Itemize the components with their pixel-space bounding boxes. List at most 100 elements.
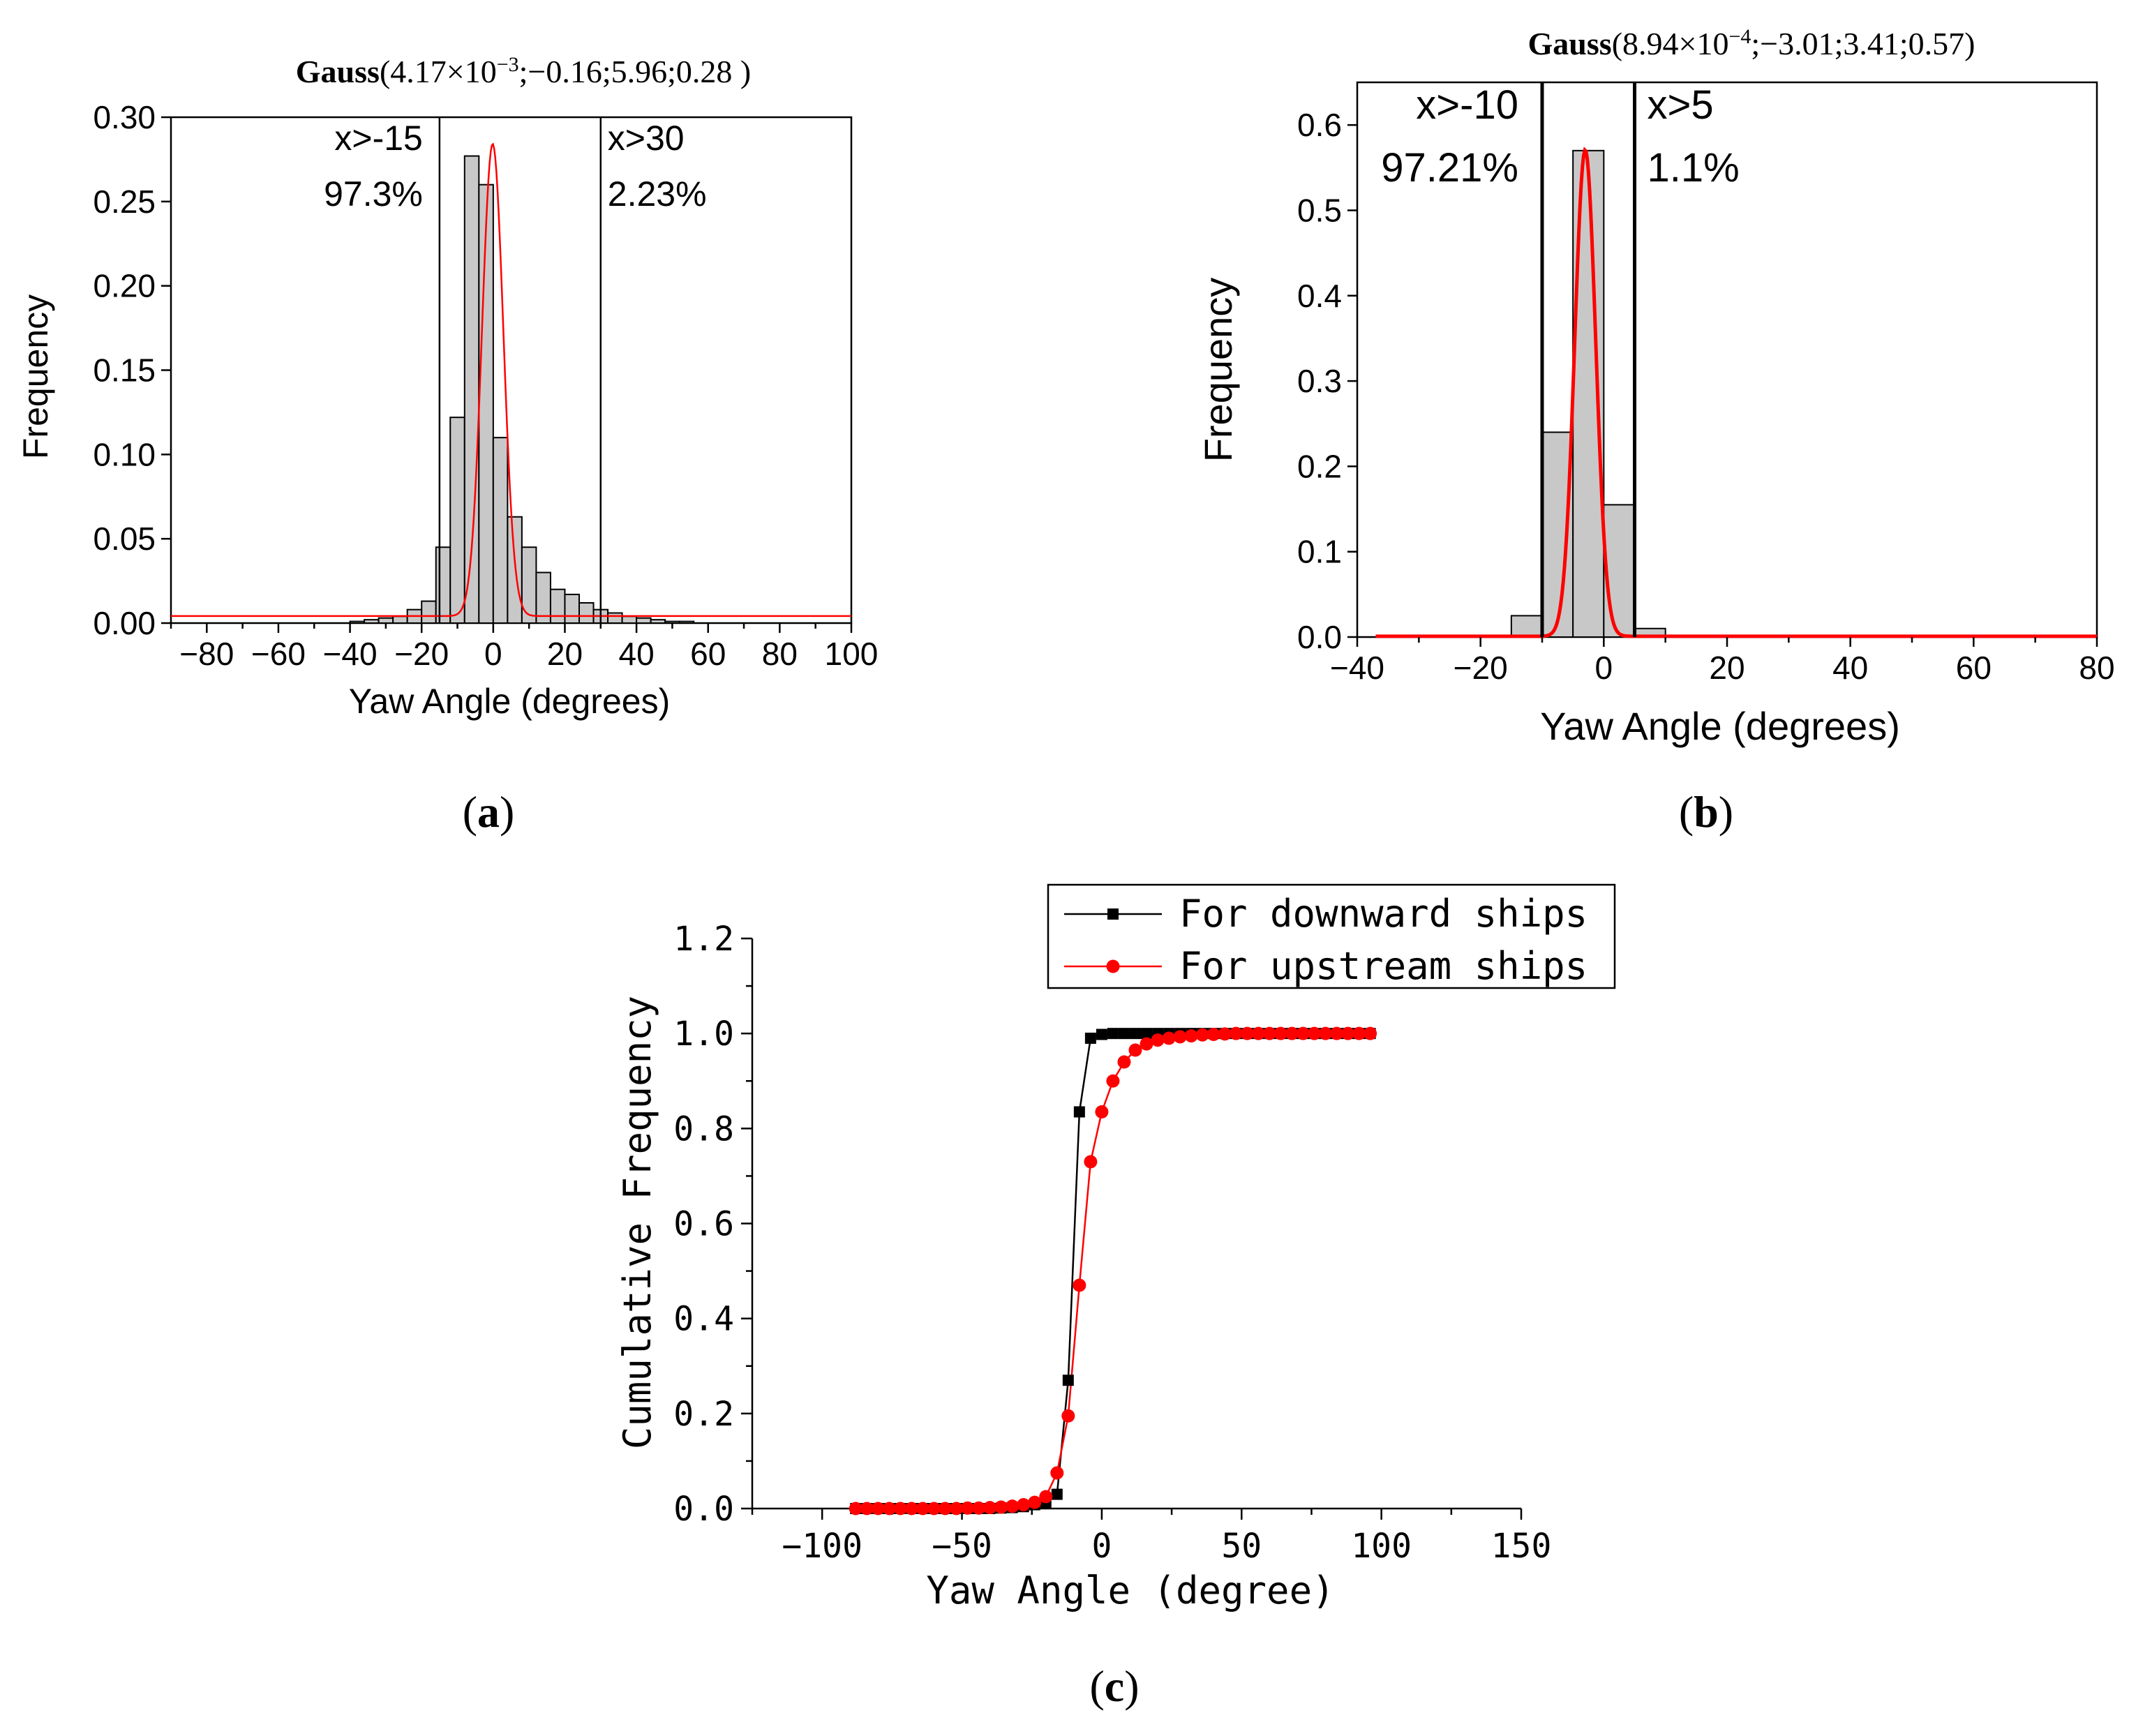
y-tick-label: 0.25 (93, 184, 156, 220)
panel-c: 0.0 0.2 0.4 0.6 0.8 1.0 1.2 −100 −50 0 50 100 150 For… (615, 883, 1616, 1711)
histogram-bar (492, 437, 509, 624)
title-function: Gauss (296, 54, 380, 89)
data-point-circle (1296, 1026, 1310, 1040)
data-point-circle (1006, 1499, 1019, 1513)
y-tick-label: 0.15 (93, 352, 156, 389)
data-point-square (1118, 1028, 1130, 1040)
chart-title: Gauss(4.17×10−3;−0.16;5.96;0.28 ) (296, 53, 751, 90)
data-point-circle (916, 1502, 929, 1516)
data-point-circle (983, 1501, 997, 1515)
gauss-fit-curve (1375, 147, 2097, 638)
data-point-circle (950, 1502, 964, 1516)
x-tick-label: 100 (1351, 1527, 1412, 1566)
panel-b: Gauss(8.94×10−4;−3.01;3.41;0.57) x>-10 97.… (1196, 25, 2115, 837)
panel-label-paren: ) (1124, 1661, 1139, 1711)
x-tick-label: 60 (1956, 650, 1992, 686)
x-tick-label: 0 (1091, 1527, 1112, 1566)
data-point-circle (1307, 1026, 1321, 1040)
histogram-bar (449, 417, 465, 624)
data-point-square (1073, 1106, 1085, 1118)
panel-label-letter: c (1105, 1661, 1124, 1711)
panel-label-paren: ( (1089, 1661, 1104, 1711)
panel-label: (b) (1679, 787, 1733, 837)
data-point-circle (1229, 1026, 1243, 1040)
y-tick-label: 0.6 (673, 1205, 734, 1244)
data-point-circle (1017, 1498, 1031, 1512)
data-point-circle (1285, 1026, 1299, 1040)
y-tick-label: 1.2 (673, 920, 734, 959)
histogram-bar (564, 593, 581, 624)
x-tick-label: 80 (762, 636, 798, 672)
x-axis-label: Yaw Angle (degrees) (1540, 704, 1900, 748)
panel-label-letter: a (477, 787, 500, 837)
data-point-circle (1240, 1026, 1254, 1040)
histogram-bar (392, 615, 408, 624)
x-tick-label: −60 (251, 636, 306, 672)
x-tick-label: 20 (1709, 650, 1745, 686)
histogram-bar (349, 620, 366, 624)
y-tick-label: 1.0 (673, 1015, 734, 1054)
series-line (856, 1032, 1370, 1510)
data-point-square (1096, 1028, 1107, 1040)
y-tick-label: 0.4 (1297, 278, 1342, 314)
title-exponent: −3 (497, 53, 519, 76)
legend: For downward ships For upstream ships (1047, 883, 1616, 989)
data-point-circle (1106, 1074, 1120, 1088)
threshold-percentage: 1.1% (1648, 145, 1740, 190)
x-tick-label: 80 (2079, 650, 2114, 686)
x-tick-label: 50 (1221, 1527, 1262, 1566)
y-tick-label: 0.10 (93, 436, 156, 472)
x-axis-label: Yaw Angle (degrees) (349, 682, 670, 721)
data-point-circle (1318, 1026, 1332, 1040)
data-point-circle (1039, 1490, 1053, 1504)
x-tick-label: 150 (1491, 1527, 1552, 1566)
title-params-tail: ;−3.01;3.41;0.57) (1751, 26, 1975, 61)
chart-title: Gauss(8.94×10−4;−3.01;3.41;0.57) (1528, 25, 1975, 62)
histogram-bar (607, 612, 623, 624)
y-tick-label: 0.1 (1297, 534, 1342, 570)
title-params: (8.94×10 (1612, 26, 1729, 61)
data-point-square (1129, 1028, 1141, 1040)
legend-marker-circle (1106, 959, 1120, 973)
threshold-label: x>30 (608, 119, 685, 158)
legend-marker-square (1107, 908, 1119, 920)
data-point-circle (1061, 1409, 1075, 1423)
y-tick-label: 0.2 (1297, 448, 1342, 484)
x-tick-label: 40 (1832, 650, 1868, 686)
data-point-circle (1084, 1155, 1098, 1169)
data-point-circle (860, 1502, 874, 1516)
x-tick-label: −40 (323, 636, 378, 672)
legend-box (1047, 883, 1616, 989)
data-point-circle (961, 1501, 975, 1515)
histogram-bar (621, 615, 638, 624)
data-point-circle (882, 1502, 896, 1516)
x-tick-label: 40 (619, 636, 655, 672)
data-point-circle (1073, 1278, 1086, 1292)
y-axis-label: Frequency (1196, 278, 1240, 463)
y-tick-label: 0.5 (1297, 192, 1342, 228)
data-point-circle (1262, 1026, 1276, 1040)
x-tick-label: 60 (690, 636, 726, 672)
data-point-circle (994, 1500, 1008, 1514)
y-tick-label: 0.30 (93, 99, 156, 135)
x-tick-label: −50 (932, 1527, 992, 1566)
y-tick-label: 0.4 (673, 1300, 734, 1339)
x-tick-label: −80 (179, 636, 234, 672)
y-tick-label: 0.0 (673, 1490, 734, 1529)
panel-label: (a) (463, 787, 515, 837)
histogram-bar (378, 617, 394, 624)
y-tick-label: 0.6 (1297, 107, 1342, 143)
data-point-circle (1028, 1495, 1042, 1509)
histogram-bar (650, 619, 666, 624)
x-tick-label: −20 (394, 636, 449, 672)
histogram-bar (364, 619, 380, 624)
threshold-label: x>5 (1648, 82, 1714, 128)
data-point-circle (1341, 1026, 1355, 1040)
data-point-circle (1195, 1028, 1209, 1042)
data-point-square (1141, 1028, 1153, 1040)
panel-label-paren: ( (1679, 787, 1694, 837)
panel-label-paren: ) (1719, 787, 1733, 837)
data-point-circle (1184, 1029, 1198, 1043)
title-exponent: −4 (1728, 25, 1751, 48)
